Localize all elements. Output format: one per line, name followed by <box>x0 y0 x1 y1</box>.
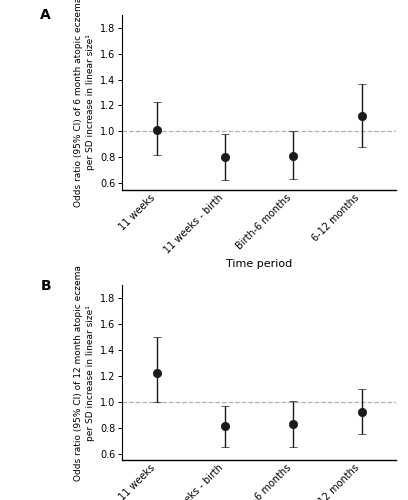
Y-axis label: Odds ratio (95% CI) of 6 month atopic eczema
per SD increase in linear size¹: Odds ratio (95% CI) of 6 month atopic ec… <box>74 0 95 208</box>
Text: A: A <box>40 8 51 22</box>
Text: B: B <box>40 278 51 292</box>
Y-axis label: Odds ratio (95% CI) of 12 month atopic eczema
per SD increase in linear size¹: Odds ratio (95% CI) of 12 month atopic e… <box>74 265 95 480</box>
X-axis label: Time period: Time period <box>226 260 292 270</box>
